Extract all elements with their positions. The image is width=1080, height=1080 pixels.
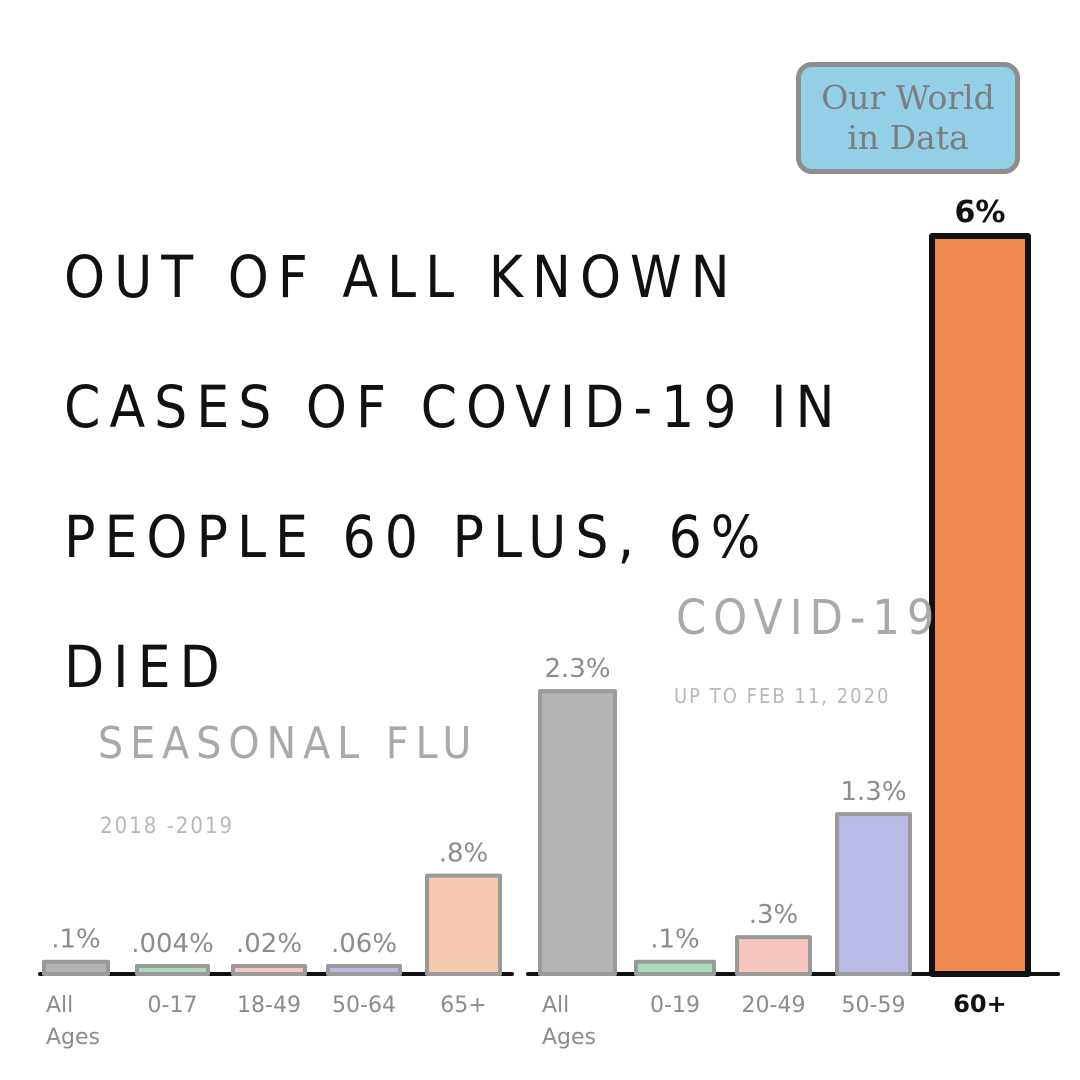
source-line-2: in Data [847,118,969,157]
category-label: 20-49 [742,993,806,1018]
bar-value-label: 1.3% [840,777,906,807]
category-label: 65+ [440,993,486,1018]
bar-value-label: .8% [439,839,489,869]
bar [425,873,502,976]
bar-value-label: .02% [236,929,302,959]
bar [135,964,210,976]
source-badge: Our World in Data [796,62,1020,174]
category-label: 0-17 [148,993,198,1018]
category-label: 0-19 [650,993,700,1018]
flu-group-period: 2018 -2019 [100,814,235,839]
covid-group-title: COVID-19 [676,590,942,646]
bar-value-label: .1% [650,925,700,955]
bar [835,812,912,976]
bar [326,964,402,976]
bar [42,959,110,977]
flu-group-title: SEASONAL FLU [98,718,479,769]
bar [634,959,716,977]
category-label: All [542,993,569,1018]
category-label: All [46,993,73,1018]
covid-group-period: UP TO FEB 11, 2020 [674,684,891,708]
category-label: Ages [46,1025,100,1050]
bar [231,964,307,976]
headline: OUT OF ALL KNOWN CASES OF COVID-19 IN PE… [64,243,844,701]
category-label: 50-64 [332,993,396,1018]
bar-value-label: .004% [131,929,214,959]
bar [735,935,812,976]
category-label: Ages [542,1025,596,1050]
source-line-1: Our World [821,78,995,117]
bar-value-label: .3% [749,900,799,930]
category-label: 18-49 [237,993,301,1018]
category-label: 60+ [953,990,1007,1018]
bar [538,689,617,976]
bar [929,233,1031,977]
bar-value-label: 2.3% [544,654,610,684]
bar-value-label: 6% [955,195,1006,230]
category-label: 50-59 [842,993,906,1018]
bar-value-label: .06% [331,929,397,959]
bar-value-label: .1% [51,925,101,955]
